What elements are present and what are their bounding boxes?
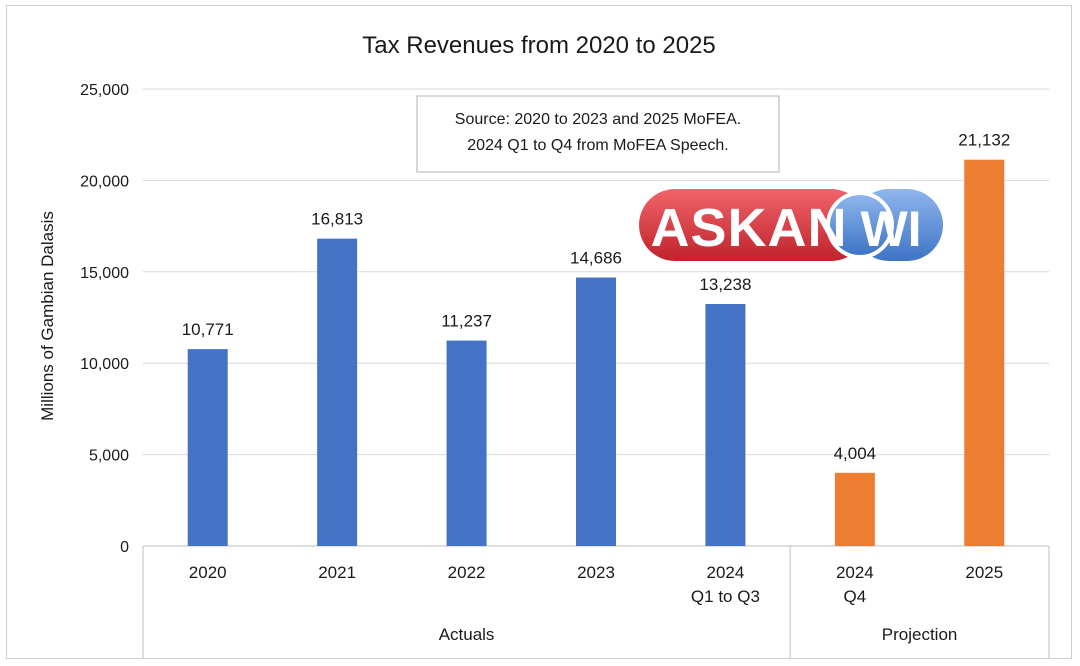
x-tick-label: 2024	[836, 563, 874, 582]
y-tick-label: 5,000	[89, 448, 129, 465]
chart-frame: Tax Revenues from 2020 to 2025 Millions …	[6, 5, 1072, 659]
y-tick-label: 0	[120, 539, 129, 556]
bar	[576, 277, 616, 546]
askanwi-logo-text-left: ASKAN	[650, 198, 847, 258]
chart-title: Tax Revenues from 2020 to 2025	[362, 32, 716, 59]
source-annotation-line2: 2024 Q1 to Q4 from MoFEA Speech.	[467, 137, 728, 154]
bar-chart: Tax Revenues from 2020 to 2025 Millions …	[38, 32, 1050, 658]
y-tick-label: 25,000	[80, 82, 129, 99]
group-label: Actuals	[439, 625, 495, 644]
data-label: 14,686	[570, 249, 622, 268]
x-axis: 2020 2021 2022 2023 2024 Q1 to Q3 2024 Q4 2025 Ac…	[142, 546, 1050, 658]
x-tick-label: 2021	[318, 563, 356, 582]
y-tick-label: 20,000	[80, 173, 129, 190]
data-label: 21,132	[958, 131, 1010, 150]
y-tick-label: 15,000	[80, 265, 129, 282]
data-label: 16,813	[311, 210, 363, 229]
data-label: 10,771	[182, 320, 234, 339]
x-tick-label: 2022	[448, 563, 486, 582]
source-annotation: Source: 2020 to 2023 and 2025 MoFEA. 202…	[416, 95, 780, 173]
source-annotation-line1: Source: 2020 to 2023 and 2025 MoFEA.	[455, 111, 741, 128]
bar	[187, 349, 228, 546]
askanwi-logo: ASKAN WI	[639, 189, 943, 261]
bar	[446, 340, 487, 546]
data-label: 11,237	[441, 312, 492, 331]
y-tick-label: 10,000	[80, 356, 129, 373]
askanwi-logo-red-pill	[639, 189, 867, 261]
data-label: 4,004	[834, 444, 877, 463]
x-tick-label: 2020	[189, 563, 227, 582]
askanwi-logo-text-right: WI	[860, 201, 921, 257]
bar	[317, 238, 358, 546]
data-label: 13,238	[699, 275, 751, 294]
x-tick-label: 2024	[707, 563, 745, 582]
bar	[705, 304, 746, 546]
x-tick-sublabel: Q4	[844, 587, 867, 606]
x-tick-sublabel: Q1 to Q3	[691, 587, 760, 606]
y-axis-label: Millions of Gambian Dalasis	[38, 211, 57, 421]
bar	[834, 472, 875, 546]
x-tick-label: 2023	[577, 563, 615, 582]
bars	[187, 159, 1005, 547]
group-label: Projection	[882, 625, 958, 644]
bar	[964, 159, 1005, 547]
data-labels: 10,771 16,813 11,237 14,686 13,238 4,004 21,13…	[182, 131, 1011, 463]
x-tick-label: 2025	[965, 563, 1003, 582]
y-tick-labels: 0 5,000 10,000 15,000 20,000 25,000	[80, 82, 129, 556]
